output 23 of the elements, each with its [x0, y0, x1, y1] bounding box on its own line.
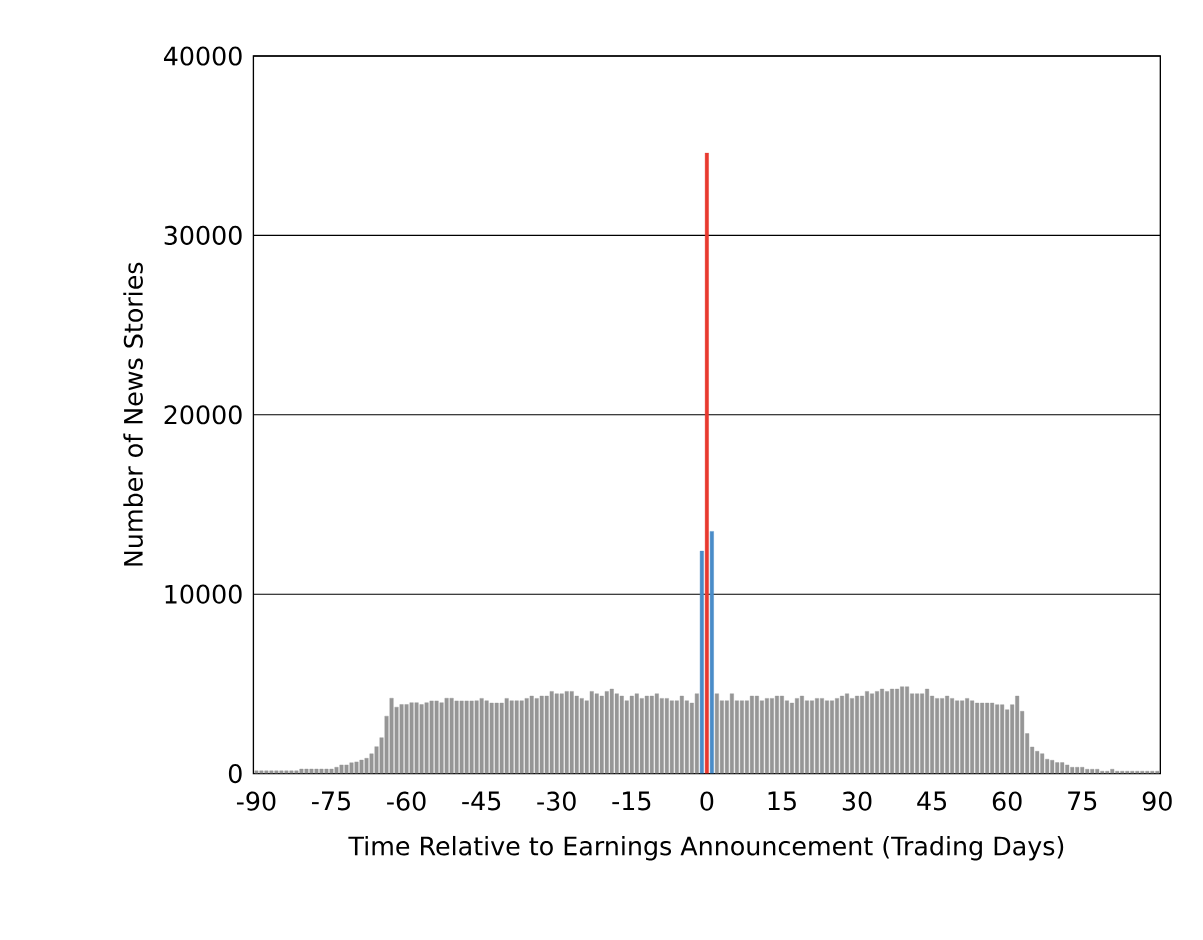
y-tick-label: 30000	[164, 225, 242, 245]
x-tick-label: 75	[1068, 791, 1097, 811]
x-tick-label: -90	[236, 791, 276, 811]
x-tick-label: -15	[612, 791, 651, 811]
y-tick-label: 40000	[163, 46, 242, 66]
x-tick-label: 15	[768, 791, 796, 811]
x-axis-title: Time Relative to Earnings Announcement (Trading Days)	[348, 835, 1064, 861]
x-tick-label: -45	[462, 791, 501, 811]
x-tick-label: -60	[387, 791, 426, 811]
x-tick-label: -30	[537, 791, 576, 811]
y-tick-label: 20000	[164, 405, 242, 425]
bar	[704, 152, 709, 774]
y-axis-title: Number of News Stories	[123, 262, 143, 566]
bar	[699, 550, 704, 774]
y-tick-label: 10000	[165, 584, 242, 604]
x-tick-label: 60	[992, 791, 1022, 811]
bar	[709, 531, 714, 774]
x-tick-label: 45	[917, 791, 946, 811]
x-tick-label: -75	[312, 791, 350, 811]
y-tick-label: 0	[228, 763, 242, 784]
x-tick-label: 0	[700, 791, 714, 811]
x-tick-label: 30	[842, 791, 872, 811]
x-tick-label: 90	[1142, 791, 1172, 811]
